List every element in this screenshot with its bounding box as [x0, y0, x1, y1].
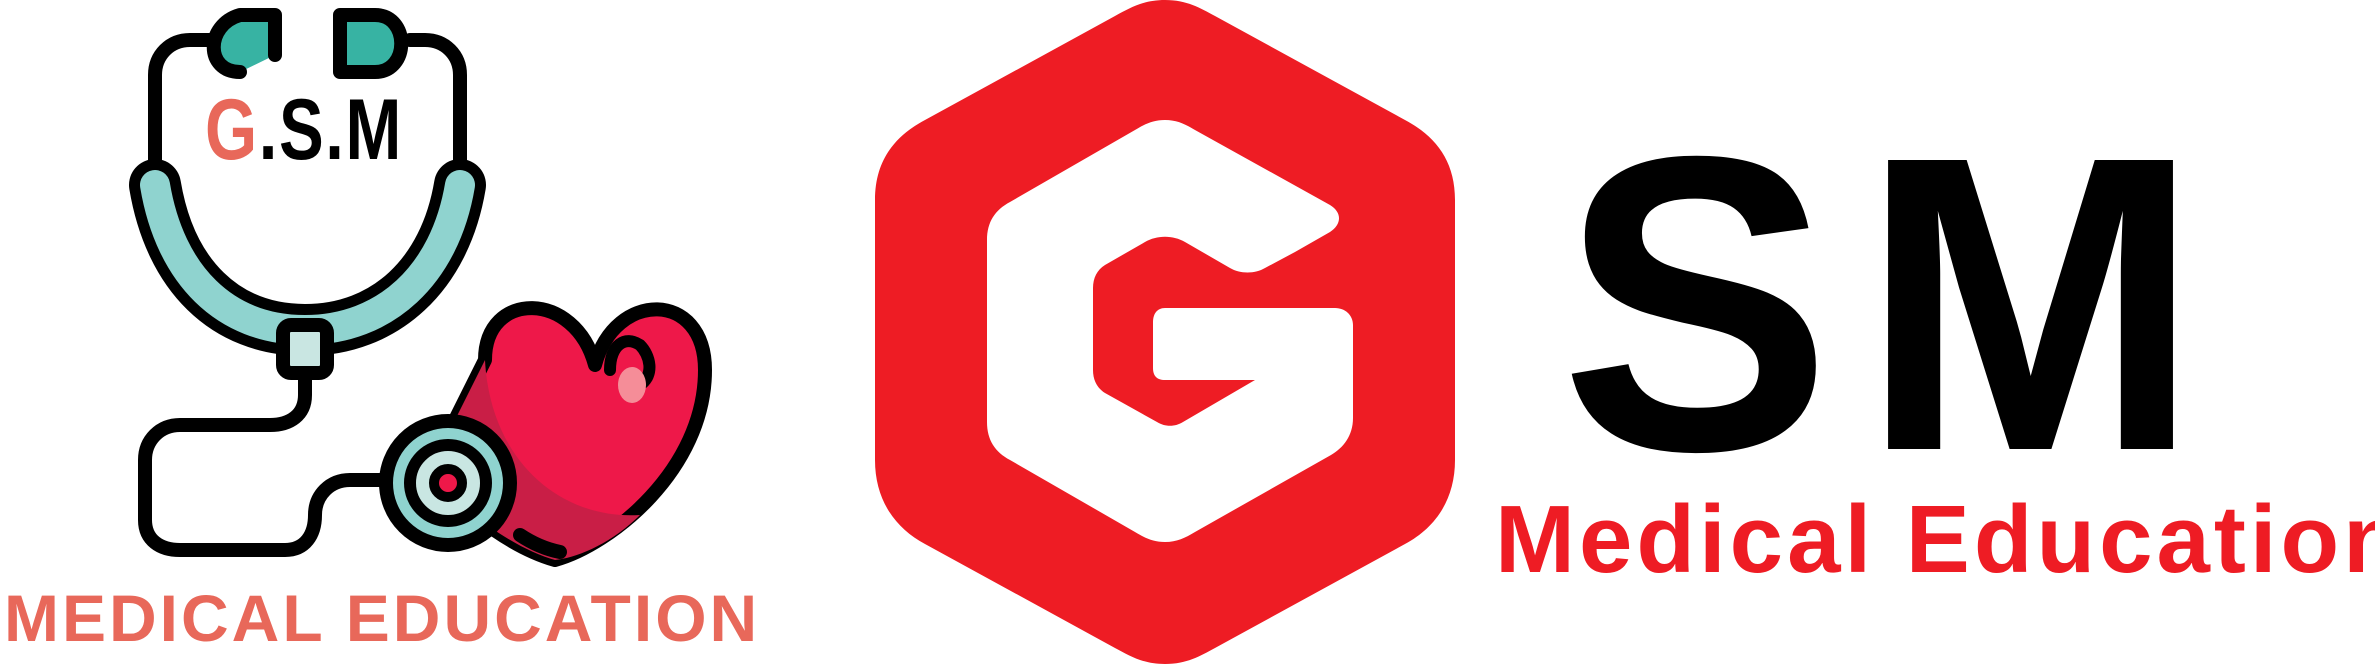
left-logo: G.S.M MEDICAL EDUCATION [0, 0, 840, 664]
left-tagline: MEDICAL EDUCATION [4, 581, 761, 655]
sm-title: SM [1560, 70, 2230, 539]
right-tagline: Medical Education [1495, 486, 2375, 593]
stethoscope-heart-icon [129, 8, 712, 567]
ear-tip-right-icon [333, 8, 409, 79]
gsm-g-letter: G [205, 82, 259, 178]
gsm-rest-letters: .S.M [258, 82, 403, 178]
gsm-small-text: G.S.M [205, 85, 403, 175]
hexagon-g-icon [875, 0, 1455, 664]
ear-tip-left-icon [206, 8, 282, 79]
